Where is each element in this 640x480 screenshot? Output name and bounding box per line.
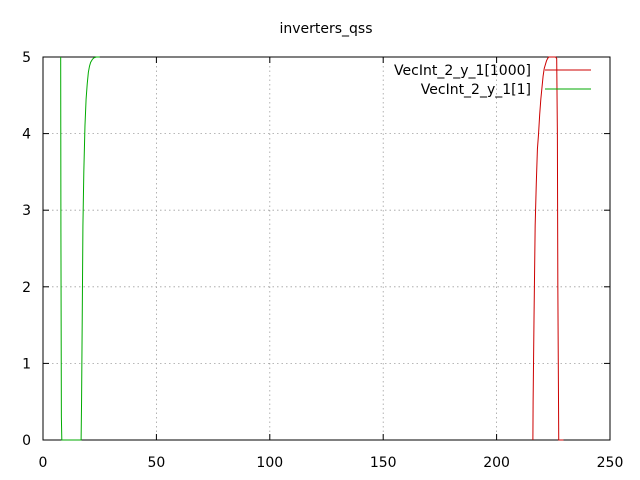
- y-tick-label: 0: [22, 433, 31, 449]
- x-tick-label: 200: [483, 455, 510, 471]
- y-tick-label: 4: [22, 127, 31, 143]
- legend-label: VecInt_2_y_1[1]: [421, 82, 531, 98]
- x-tick-label: 150: [370, 455, 397, 471]
- series-line-1: [532, 56, 564, 441]
- series-layer: [60, 56, 564, 441]
- x-tick-label: 100: [256, 455, 283, 471]
- y-tick-label: 3: [22, 203, 31, 219]
- legend-label: VecInt_2_y_1[1000]: [394, 63, 531, 79]
- legend: VecInt_2_y_1[1000] VecInt_2_y_1[1]: [394, 63, 591, 98]
- y-tick-label: 2: [22, 280, 31, 296]
- y-tick-label: 5: [22, 50, 31, 66]
- grid-lines: [43, 57, 610, 440]
- series-line-2: [60, 56, 100, 441]
- plot-frame: [42, 56, 611, 441]
- x-tick-label: 250: [597, 455, 624, 471]
- x-tick-label: 0: [39, 455, 48, 471]
- x-tick-label: 50: [147, 455, 165, 471]
- chart-title: inverters_qss: [279, 21, 372, 37]
- y-tick-label: 1: [22, 356, 31, 372]
